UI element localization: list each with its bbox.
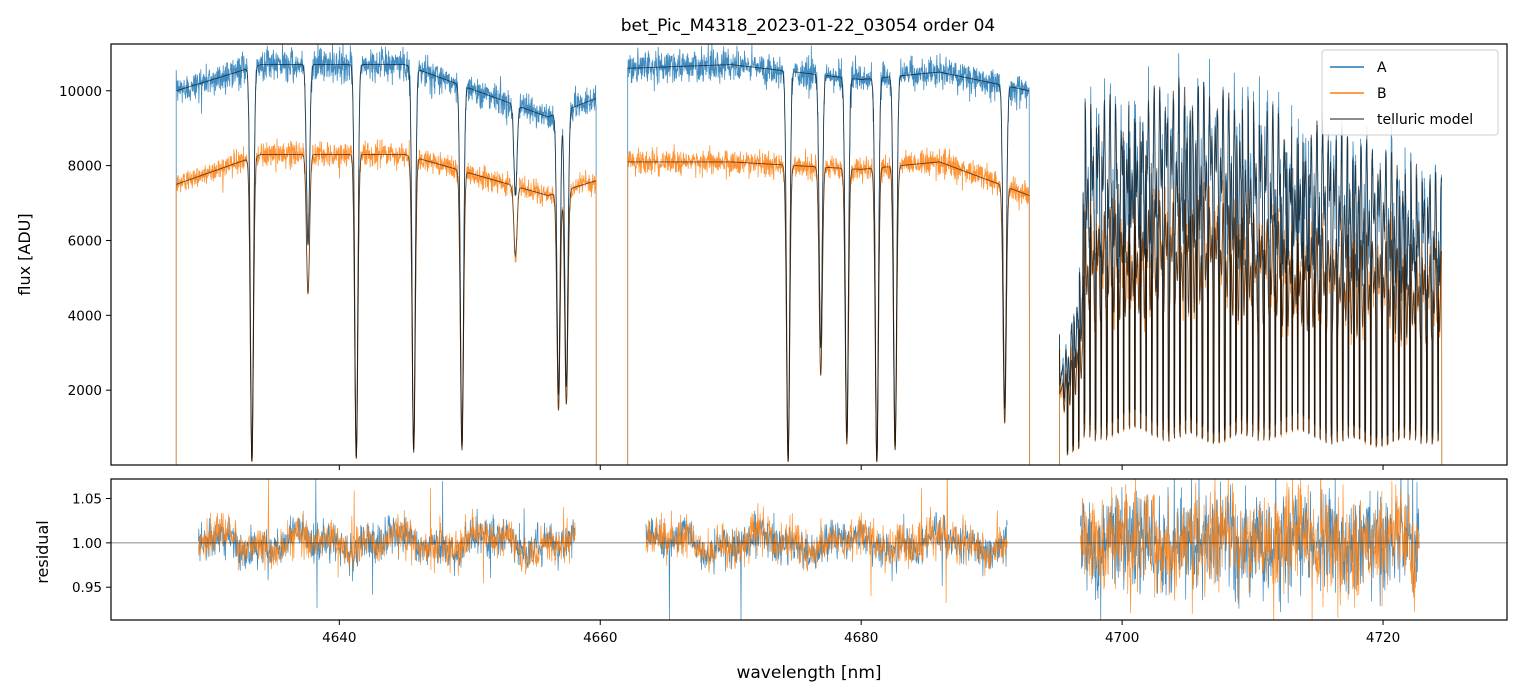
residual-y-tick-label: 0.95	[72, 580, 102, 596]
telluric-model-b-segment-1	[627, 161, 1030, 463]
flux-axes: 2000 4000 6000 8000 10000 flux [ADU]	[15, 43, 1508, 470]
flux-y-tick-label: 6000	[68, 233, 102, 249]
chart-title: bet_Pic_M4318_2023-01-22_03054 order 04	[621, 16, 995, 36]
telluric-model-b-segment-2	[1059, 193, 1442, 456]
residual-y-tick-label: 1.05	[72, 492, 102, 508]
x-tick-label: 4700	[1105, 630, 1139, 646]
x-tick-label: 4720	[1366, 630, 1400, 646]
telluric-model-a-segment-0	[176, 64, 597, 462]
series-a-segment-0	[175, 44, 597, 465]
residual-b-segment-1	[645, 479, 1008, 604]
residual-b-segment-2	[1080, 479, 1420, 620]
telluric-model-a-segment-2	[1059, 77, 1442, 453]
x-axis-label: wavelength [nm]	[736, 663, 881, 683]
telluric-model-a-segment-1	[627, 64, 1030, 462]
series-a-segment-1	[627, 44, 1030, 465]
x-tick-label: 4680	[844, 630, 878, 646]
flux-axes-frame	[110, 43, 1508, 466]
flux-y-tick-label: 2000	[68, 383, 102, 399]
legend-label-b: B	[1377, 86, 1387, 102]
residual-b-segment-0	[198, 479, 576, 584]
flux-y-tick-label: 4000	[68, 308, 102, 324]
legend: A B telluric model	[1321, 49, 1499, 136]
flux-y-tick-label: 10000	[59, 84, 102, 100]
residual-a-segment-2	[1080, 479, 1420, 620]
flux-y-axis-label: flux [ADU]	[15, 213, 34, 295]
residual-a-segment-1	[645, 510, 1008, 620]
residual-axes-frame	[110, 478, 1508, 621]
series-b-segment-1	[627, 144, 1030, 465]
residual-axes: 0.95 1.00 1.05 4640 4660 4680 4700 4720 residu…	[33, 478, 1508, 683]
flux-y-tick-label: 8000	[68, 159, 102, 175]
residual-y-tick-label: 1.00	[72, 536, 102, 552]
x-tick-label: 4660	[583, 630, 617, 646]
legend-label-a: A	[1377, 60, 1387, 76]
x-tick-label: 4640	[322, 630, 356, 646]
legend-label-model: telluric model	[1377, 112, 1473, 128]
series-b-segment-0	[175, 138, 597, 465]
telluric-model-b-segment-0	[176, 153, 597, 462]
residual-y-axis-label: residual	[33, 520, 52, 583]
